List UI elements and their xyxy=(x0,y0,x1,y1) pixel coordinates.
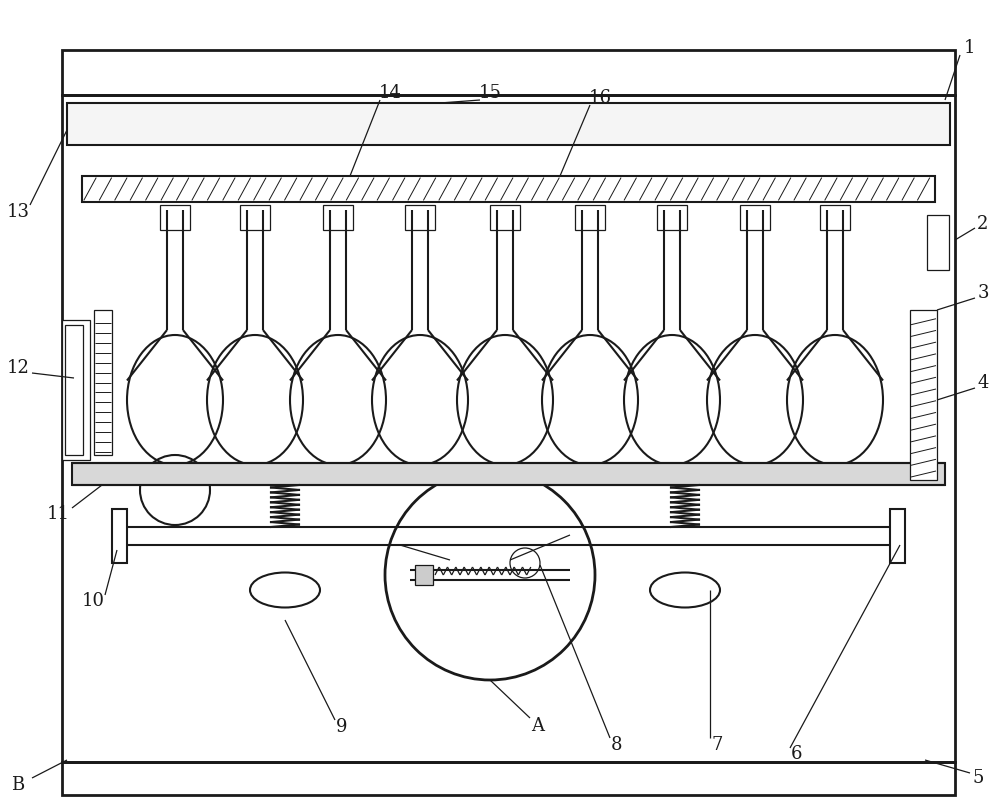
Text: 6: 6 xyxy=(791,745,803,763)
Bar xyxy=(112,509,127,563)
Text: 14: 14 xyxy=(379,84,401,102)
Text: 16: 16 xyxy=(588,89,612,107)
Text: 1: 1 xyxy=(964,39,976,57)
Text: 12: 12 xyxy=(7,359,29,377)
Text: A: A xyxy=(532,717,544,735)
Text: B: B xyxy=(11,776,25,794)
Text: 3: 3 xyxy=(977,284,989,302)
Bar xyxy=(820,205,850,230)
Text: 5: 5 xyxy=(972,769,984,787)
Bar xyxy=(415,565,433,585)
Bar xyxy=(62,762,955,795)
Text: 8: 8 xyxy=(611,736,623,754)
Bar xyxy=(740,205,770,230)
Text: 13: 13 xyxy=(7,203,30,221)
Text: 4: 4 xyxy=(977,374,989,392)
Bar xyxy=(160,205,190,230)
Bar xyxy=(323,205,353,230)
Bar xyxy=(405,205,435,230)
Bar xyxy=(62,95,955,762)
Bar xyxy=(65,325,83,455)
Bar xyxy=(490,205,520,230)
Text: 10: 10 xyxy=(82,592,104,610)
Bar xyxy=(67,103,950,145)
Text: 11: 11 xyxy=(46,505,70,523)
Bar xyxy=(927,215,949,270)
Bar xyxy=(82,176,935,202)
Bar xyxy=(72,463,945,485)
Bar xyxy=(240,205,270,230)
Bar xyxy=(62,320,90,460)
Bar xyxy=(62,50,955,95)
Text: 9: 9 xyxy=(336,718,348,736)
Bar xyxy=(890,509,905,563)
Bar xyxy=(94,310,112,455)
Text: 15: 15 xyxy=(479,84,501,102)
Bar xyxy=(910,310,937,480)
Text: 2: 2 xyxy=(977,215,989,233)
Text: 7: 7 xyxy=(711,736,723,754)
Bar xyxy=(575,205,605,230)
Bar xyxy=(657,205,687,230)
